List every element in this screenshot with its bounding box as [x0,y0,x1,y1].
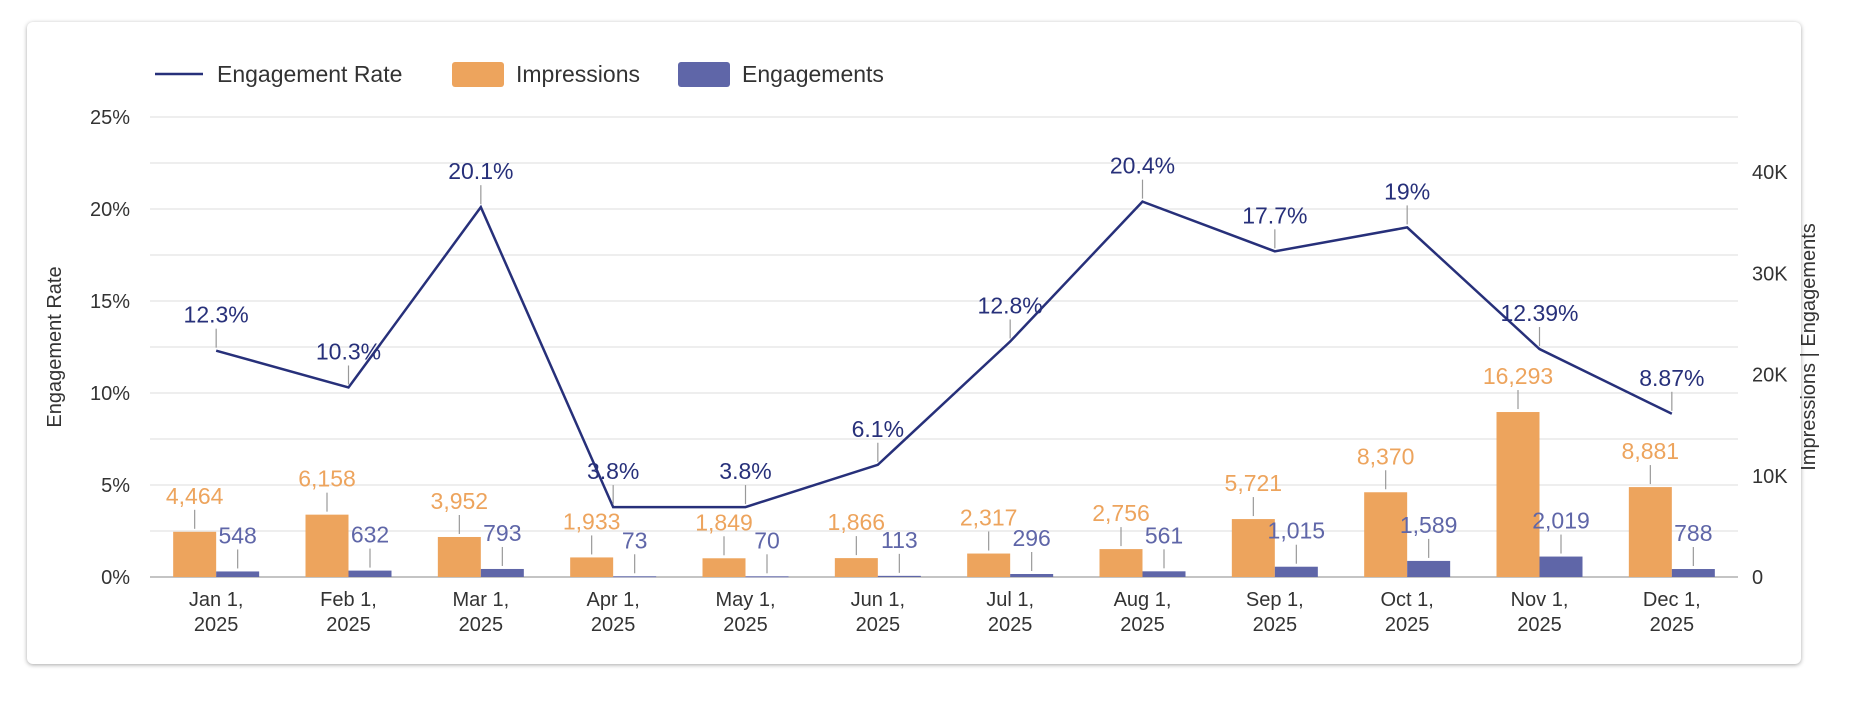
data-label-impressions: 2,756 [1092,500,1150,526]
data-label-engagement-rate: 8.87% [1639,365,1704,391]
y-left-tick-label: 20% [90,199,130,221]
bar-engagements [348,570,392,577]
data-label-engagements: 296 [1012,525,1050,551]
data-label-impressions: 16,293 [1483,363,1553,389]
bar-impressions [1496,412,1540,577]
bar-engagements [877,575,921,577]
bar-engagements [1142,571,1186,577]
x-tick-label: Jun 1, 2025 [851,589,905,636]
engagement-rate-line [215,200,1673,509]
bar-impressions [1099,549,1143,577]
y-left-tick-label: 5% [101,475,130,497]
bar-impressions [570,557,614,577]
y-left-tick-label: 25% [90,107,130,129]
data-label-engagement-rate: 12.3% [184,302,249,328]
gridlines [150,116,1738,578]
x-tick-label: May 1, 2025 [715,589,775,636]
bar-impressions [437,536,481,577]
data-label-engagement-rate: 12.39% [1500,300,1578,326]
y-left-tick-label: 10% [90,383,130,405]
bar-impressions [173,531,217,577]
y-right-tick-label: 0 [1752,567,1763,589]
data-label-engagement-rate: 12.8% [978,292,1043,318]
bar-impressions [834,558,878,577]
x-tick-label: Jul 1, 2025 [986,589,1034,636]
data-label-impressions: 1,849 [695,509,753,535]
bar-engagements [1010,574,1054,577]
bar-engagements [745,576,789,578]
bar-engagements [216,571,260,577]
data-label-engagement-rate: 3.8% [587,458,639,484]
bar-engagements [480,568,524,577]
data-label-engagements: 2,019 [1532,508,1590,534]
data-label-engagements: 73 [622,527,648,553]
data-label-impressions: 8,370 [1357,443,1415,469]
x-tick-label: Nov 1, 2025 [1511,589,1569,636]
data-label-impressions: 1,866 [828,509,886,535]
data-label-engagements: 632 [351,522,389,548]
x-tick-label: Apr 1, 2025 [586,589,639,636]
y-left-tick-label: 15% [90,291,130,313]
data-label-engagement-rate: 3.8% [719,458,771,484]
bar-engagements [1407,560,1451,577]
data-label-impressions: 2,317 [960,505,1018,531]
data-labels: 4,464 6,158 3,952 1,933 1,849 1,866 2,317 2,756… [166,153,1713,574]
data-label-engagements: 113 [881,527,918,553]
data-label-impressions: 4,464 [166,483,224,509]
axes: 0% 5% 10% 15% 20% 25% 0 10K 20K 30K 40K Engagement … [44,107,1820,636]
bar-engagements [613,576,657,578]
y-right-tick-label: 40K [1752,162,1788,184]
data-label-engagement-rate: 20.4% [1110,153,1175,179]
x-tick-label: Sep 1, 2025 [1246,589,1304,636]
bar-series [173,412,1715,578]
legend: Engagement Rate Impressions Engagements [155,61,884,87]
data-label-engagements: 70 [754,527,780,553]
y-right-tick-label: 10K [1752,466,1788,488]
data-label-impressions: 8,881 [1622,438,1680,464]
data-label-engagements: 1,589 [1400,512,1458,538]
bar-engagements [1671,569,1715,577]
bar-engagements [1539,556,1583,577]
line-series [215,200,1673,509]
bar-impressions [1231,519,1275,577]
data-label-engagement-rate: 17.7% [1242,202,1307,228]
data-label-engagement-rate: 19% [1384,178,1430,204]
bar-impressions [305,514,349,577]
data-label-impressions: 3,952 [431,488,489,514]
bar-impressions [967,553,1011,577]
x-tick-label: Oct 1, 2025 [1380,589,1433,636]
bar-impressions [1364,492,1408,577]
y-right-tick-label: 20K [1752,365,1788,387]
legend-label: Engagement Rate [217,61,402,87]
y-right-axis-title: Impressions | Engagements [1798,223,1820,471]
data-label-engagement-rate: 10.3% [316,338,381,364]
bar-impressions [702,558,746,577]
data-label-engagements: 561 [1145,522,1183,548]
y-left-axis-title: Engagement Rate [44,266,66,427]
x-tick-label: Feb 1, 2025 [320,589,377,636]
legend-label: Impressions [516,61,640,87]
x-tick-label: Jan 1, 2025 [189,589,243,636]
data-label-engagement-rate: 6.1% [852,416,904,442]
data-label-engagement-rate: 20.1% [448,158,513,184]
data-label-engagements: 793 [483,520,521,546]
legend-bar-swatch [452,62,504,87]
y-right-tick-label: 30K [1752,263,1788,285]
x-tick-label: Dec 1, 2025 [1643,589,1701,636]
bar-impressions [1628,487,1672,577]
legend-label: Engagements [742,61,884,87]
data-label-impressions: 1,933 [563,508,621,534]
data-label-impressions: 5,721 [1225,470,1283,496]
data-label-engagements: 1,015 [1268,518,1326,544]
y-left-tick-label: 0% [101,567,130,589]
x-tick-label: Aug 1, 2025 [1114,589,1172,636]
data-label-engagements: 548 [218,522,256,548]
bar-engagements [1274,566,1318,577]
legend-bar-swatch [678,62,730,87]
x-tick-label: Mar 1, 2025 [452,589,509,636]
data-label-impressions: 6,158 [298,466,356,492]
data-label-engagements: 788 [1674,520,1712,546]
